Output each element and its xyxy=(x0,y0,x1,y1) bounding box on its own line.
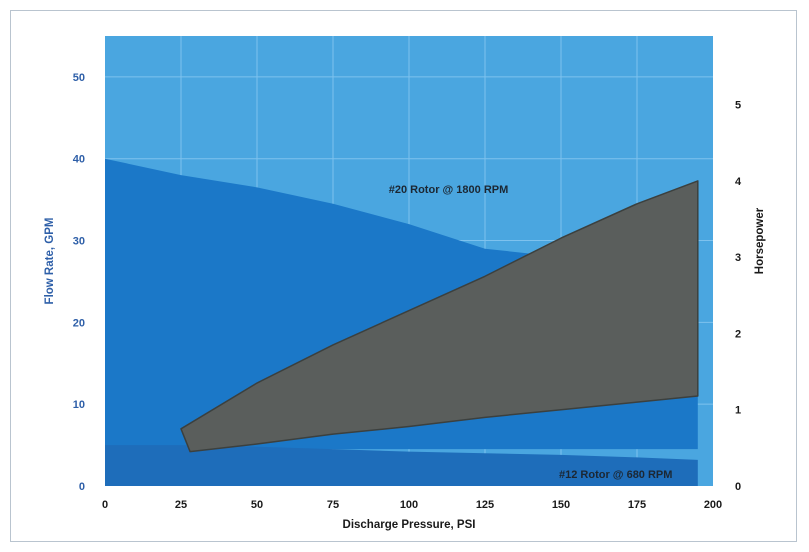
x-tick-label: 50 xyxy=(251,499,263,511)
y2-tick-label: 4 xyxy=(735,176,742,188)
series-rotor-12-area xyxy=(105,445,698,486)
x-tick-label: 25 xyxy=(175,499,187,511)
left-axis-ticks: 0 10 20 30 40 50 xyxy=(73,72,85,493)
y2-axis-title: Horsepower xyxy=(754,207,766,274)
x-tick-label: 150 xyxy=(552,499,570,511)
y-tick-label: 40 xyxy=(73,154,85,166)
y2-tick-label: 2 xyxy=(735,328,741,340)
right-axis-ticks: 0 1 2 3 4 5 xyxy=(735,100,742,493)
x-tick-label: 175 xyxy=(628,499,646,511)
y-axis-title: Flow Rate, GPM xyxy=(44,218,56,305)
y2-tick-label: 0 xyxy=(735,481,741,493)
series-horsepower-area xyxy=(180,180,699,453)
annotation-rotor-20: #20 Rotor @ 1800 RPM xyxy=(389,184,509,196)
x-axis-title: Discharge Pressure, PSI xyxy=(343,519,476,531)
y-tick-label: 20 xyxy=(73,317,85,329)
x-tick-label: 100 xyxy=(400,499,418,511)
x-axis-ticks: 0 25 50 75 100 125 150 175 200 xyxy=(102,499,722,511)
y-tick-label: 10 xyxy=(73,399,85,411)
annotation-rotor-12: #12 Rotor @ 680 RPM xyxy=(559,469,672,481)
y-tick-label: 30 xyxy=(73,236,85,248)
y2-tick-label: 3 xyxy=(735,252,741,264)
x-tick-label: 200 xyxy=(704,499,722,511)
y-tick-label: 0 xyxy=(79,481,85,493)
flow-horsepower-chart: 0 10 20 30 40 50 0 1 2 3 4 5 0 25 50 75 100 125 150 175 20… xyxy=(44,36,766,531)
x-tick-label: 75 xyxy=(327,499,339,511)
chart-frame: 0 10 20 30 40 50 0 1 2 3 4 5 0 25 50 75 100 125 150 175 20… xyxy=(10,10,797,542)
x-tick-label: 0 xyxy=(102,499,108,511)
y-tick-label: 50 xyxy=(73,72,85,84)
x-tick-label: 125 xyxy=(476,499,494,511)
y2-tick-label: 1 xyxy=(735,405,741,417)
y2-tick-label: 5 xyxy=(735,100,741,112)
